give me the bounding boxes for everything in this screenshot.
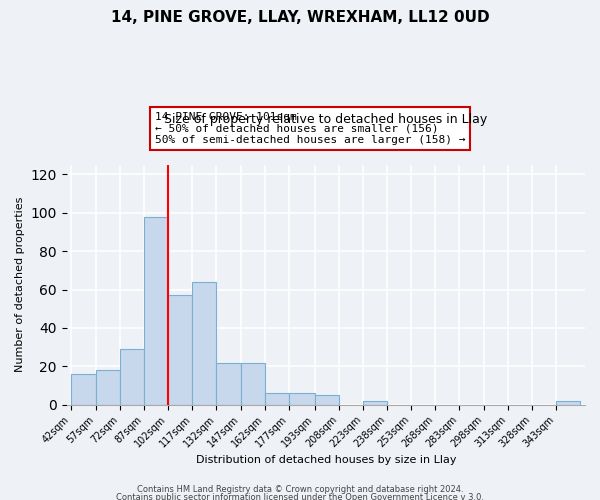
Text: Contains public sector information licensed under the Open Government Licence v : Contains public sector information licen…	[116, 492, 484, 500]
Bar	[217, 362, 241, 405]
Bar	[95, 370, 120, 405]
Y-axis label: Number of detached properties: Number of detached properties	[15, 197, 25, 372]
Text: 14 PINE GROVE: 101sqm
← 50% of detached houses are smaller (156)
50% of semi-det: 14 PINE GROVE: 101sqm ← 50% of detached …	[155, 112, 465, 145]
Bar	[241, 362, 265, 405]
Text: Contains HM Land Registry data © Crown copyright and database right 2024.: Contains HM Land Registry data © Crown c…	[137, 486, 463, 494]
Bar	[144, 216, 168, 405]
Bar	[556, 401, 580, 405]
Bar	[71, 374, 95, 405]
Text: 14, PINE GROVE, LLAY, WREXHAM, LL12 0UD: 14, PINE GROVE, LLAY, WREXHAM, LL12 0UD	[110, 10, 490, 25]
Bar	[265, 394, 289, 405]
Bar	[192, 282, 217, 405]
X-axis label: Distribution of detached houses by size in Llay: Distribution of detached houses by size …	[196, 455, 456, 465]
Bar	[289, 394, 314, 405]
Bar	[314, 395, 339, 405]
Bar	[363, 401, 387, 405]
Bar	[168, 296, 192, 405]
Title: Size of property relative to detached houses in Llay: Size of property relative to detached ho…	[164, 113, 487, 126]
Bar	[120, 349, 144, 405]
